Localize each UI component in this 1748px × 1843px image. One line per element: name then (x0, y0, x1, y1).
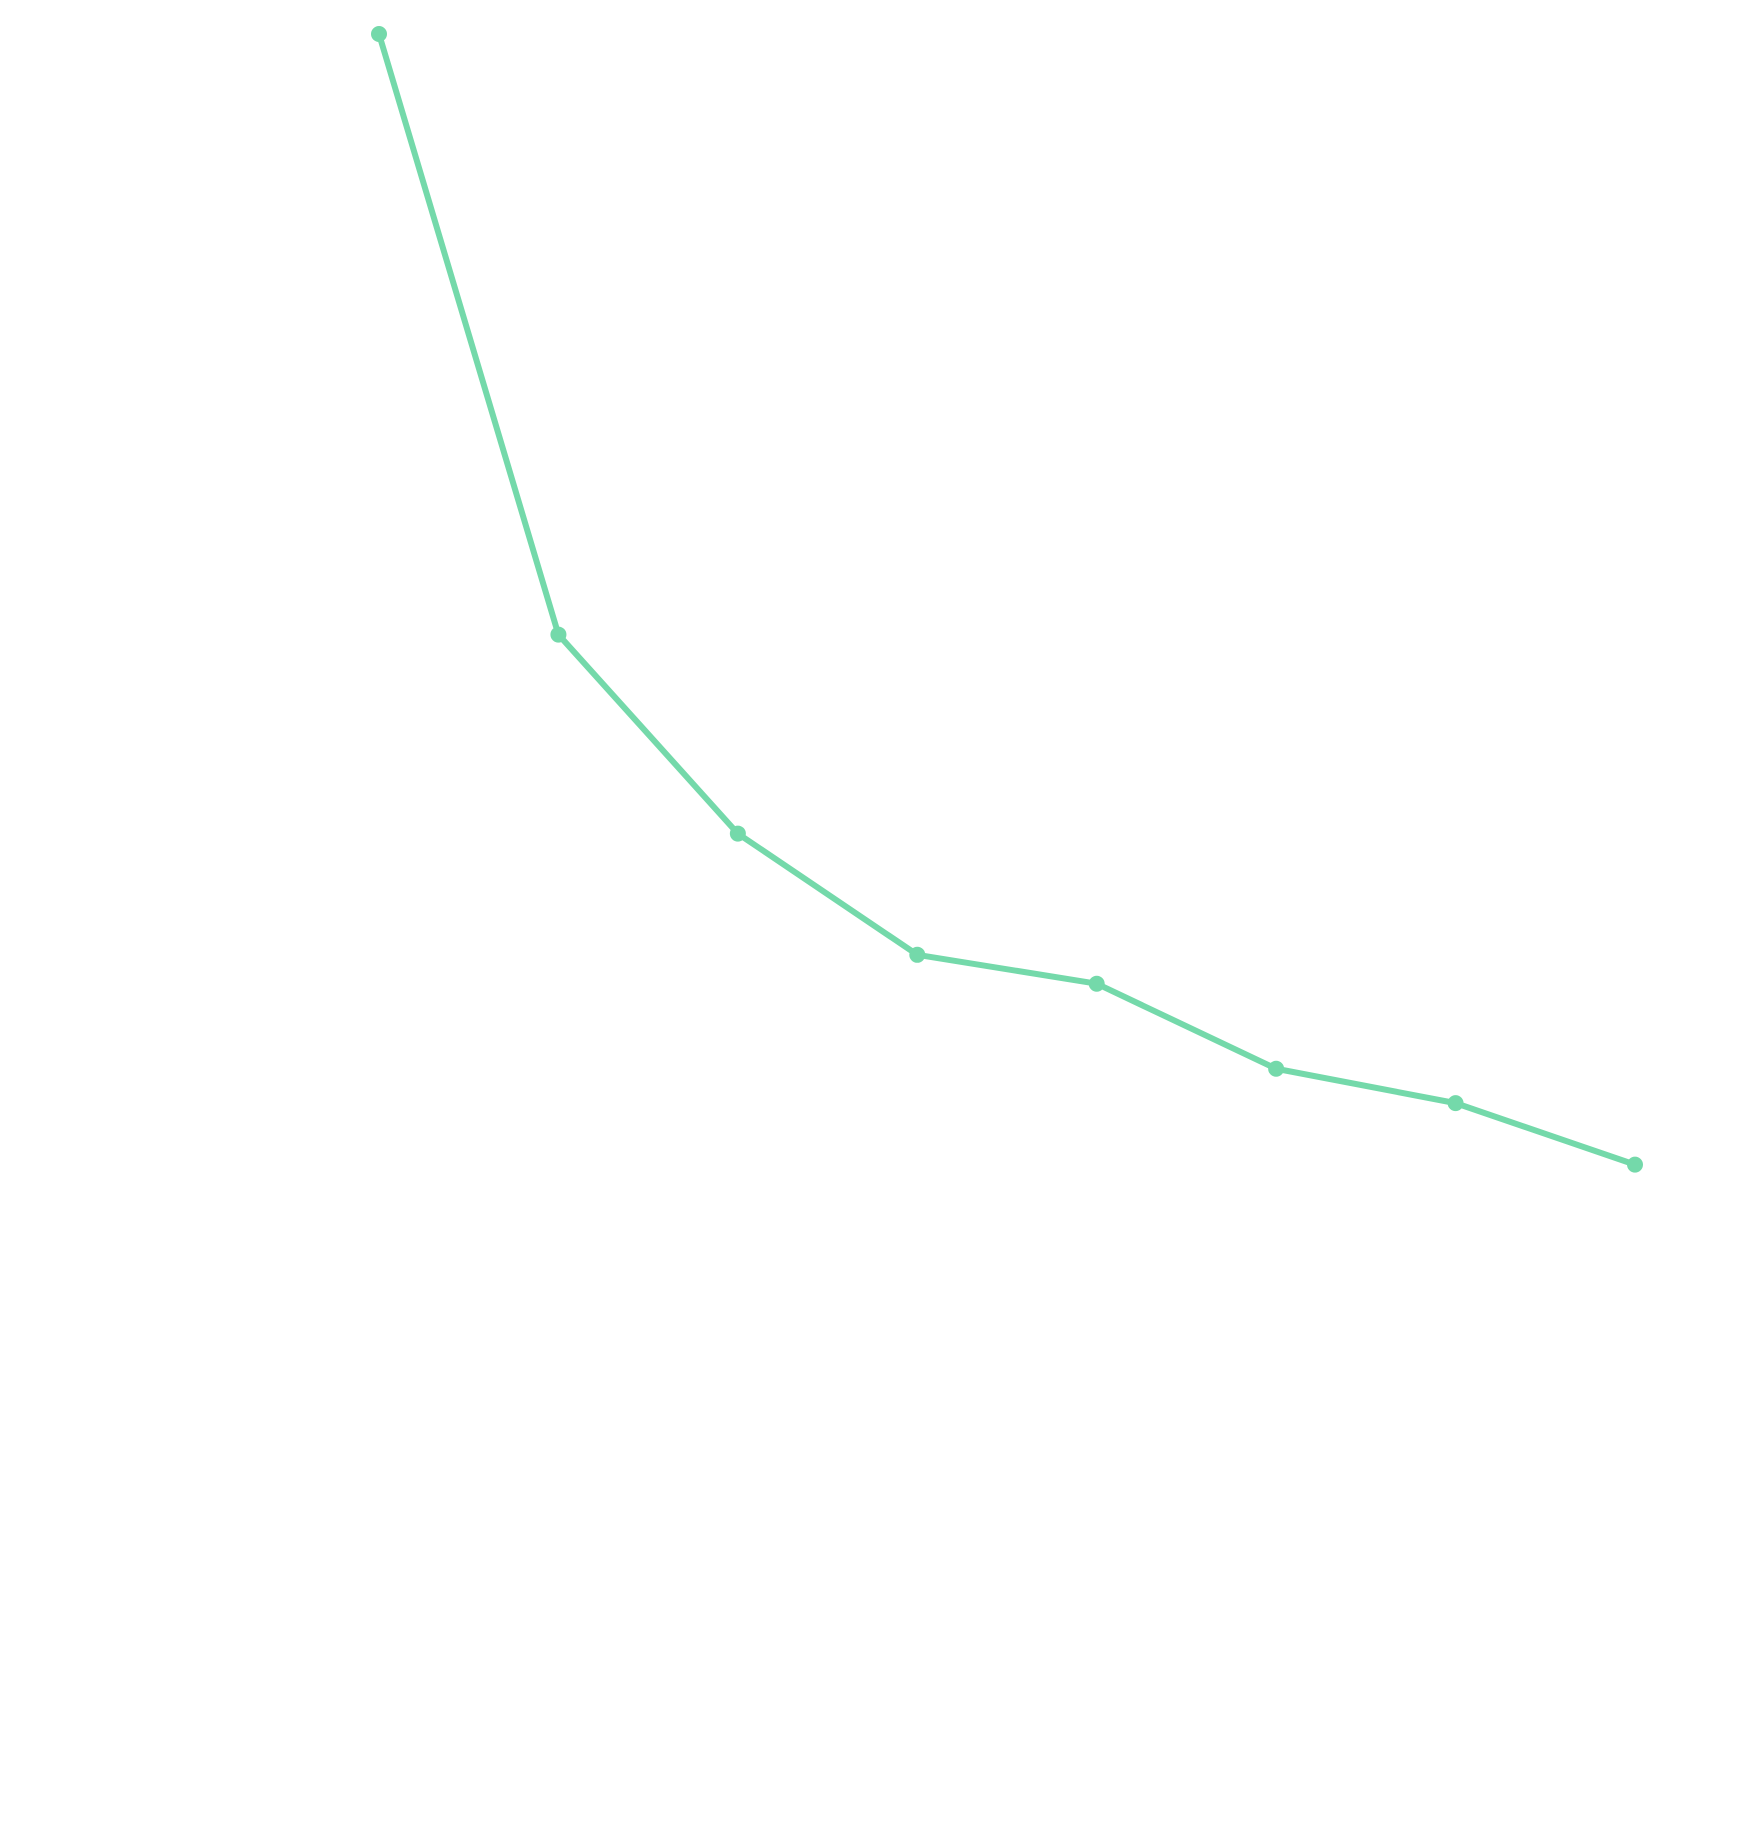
point (1447, 1095, 1464, 1112)
point (1268, 1060, 1285, 1077)
point (1627, 1156, 1643, 1173)
point (371, 26, 387, 42)
point (1088, 975, 1105, 992)
point (550, 626, 567, 643)
line (376, 33, 1636, 1168)
point (909, 946, 926, 963)
point (729, 825, 746, 842)
